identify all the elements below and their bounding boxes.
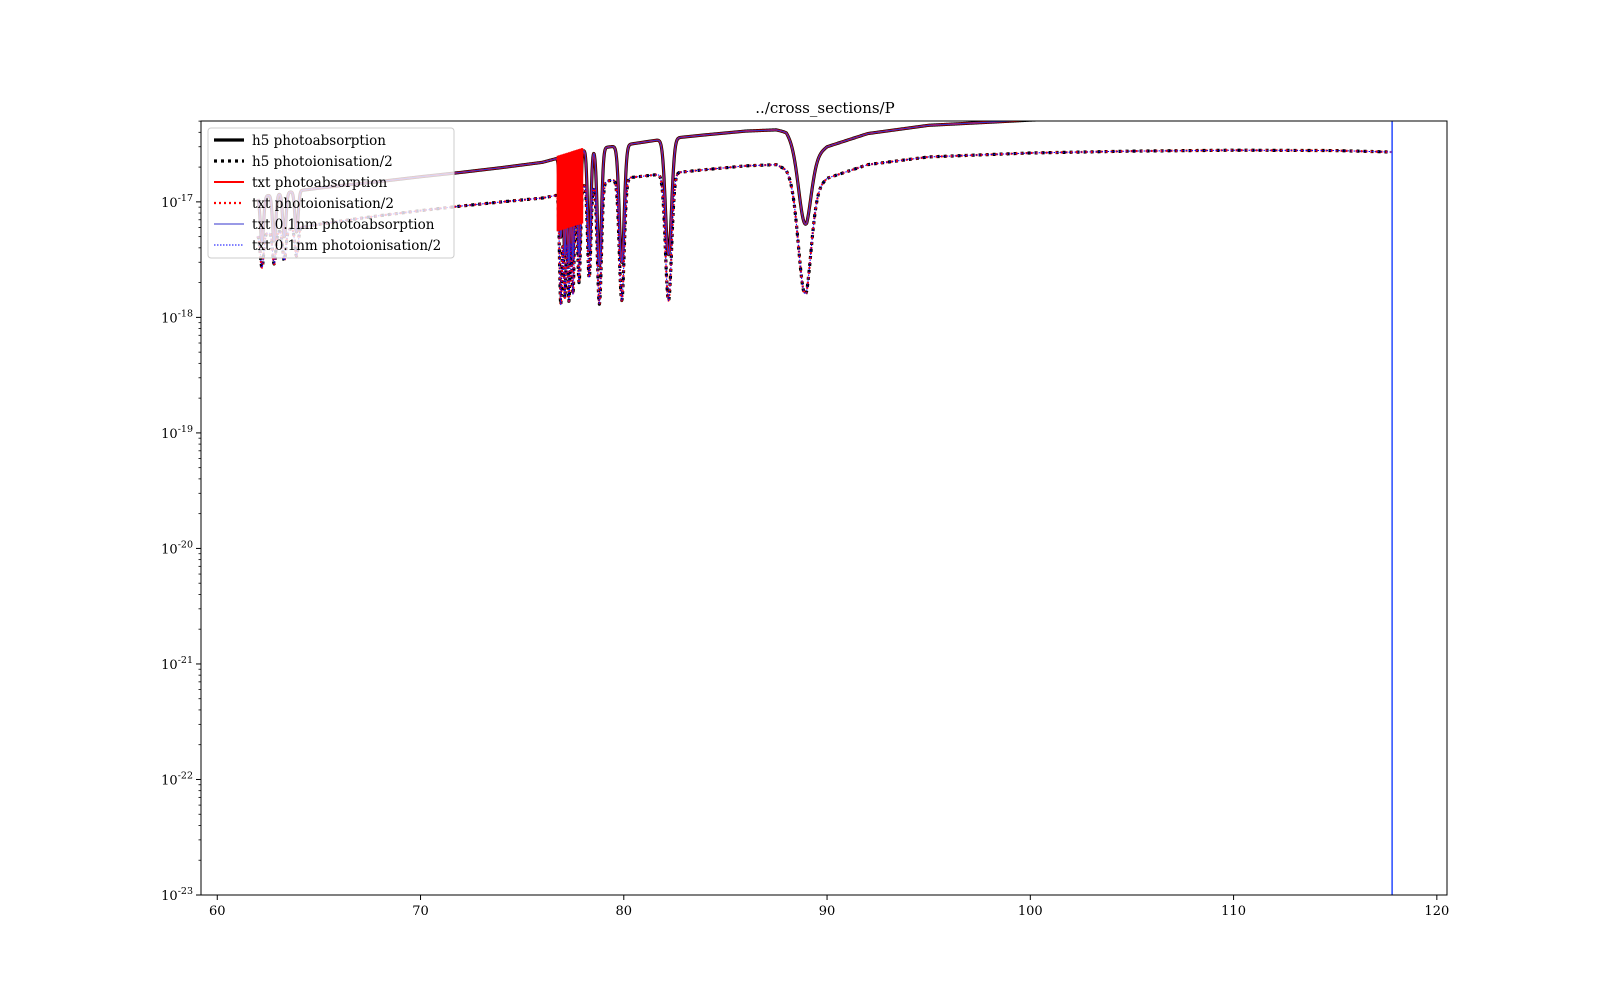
y-tick-label: 10-18 xyxy=(161,308,193,326)
y-tick-label: 10-21 xyxy=(161,655,193,673)
y-tick-label: 10-23 xyxy=(161,886,193,904)
y-tick-label: 10-22 xyxy=(161,770,193,788)
x-tick-label: 80 xyxy=(616,904,633,919)
legend-label: txt 0.1nm photoabsorption xyxy=(252,217,435,233)
legend-label: txt photoionisation/2 xyxy=(252,196,394,212)
plot-frame xyxy=(200,120,1448,896)
legend-label: txt photoabsorption xyxy=(252,175,387,191)
legend-label: h5 photoabsorption xyxy=(252,133,386,149)
y-tick-label: 10-17 xyxy=(161,193,193,211)
x-tick-label: 60 xyxy=(209,904,226,919)
legend-label: txt 0.1nm photoionisation/2 xyxy=(252,238,441,254)
y-tick-label: 10-19 xyxy=(161,424,193,442)
legend-box xyxy=(207,127,455,259)
x-tick-label: 70 xyxy=(412,904,429,919)
series-line-2 xyxy=(256,148,1394,307)
x-tick-label: 100 xyxy=(1018,904,1043,919)
y-axis: 10-23 10-22 10-21 10-20 10-19 10-18 10-17 xyxy=(161,120,201,904)
series-line-4 xyxy=(256,149,1393,306)
chart-title: ../cross_sections/P xyxy=(755,99,894,117)
x-tick-label: 110 xyxy=(1221,904,1246,919)
x-tick-label: 120 xyxy=(1424,904,1449,919)
x-axis: 60 70 80 90 100 110 120 xyxy=(209,895,1449,919)
legend-label: h5 photoionisation/2 xyxy=(252,154,393,170)
legend: h5 photoabsorption h5 photoionisation/2 tx… xyxy=(207,127,455,259)
x-tick-label: 90 xyxy=(819,904,836,919)
y-tick-label: 10-20 xyxy=(161,539,193,557)
